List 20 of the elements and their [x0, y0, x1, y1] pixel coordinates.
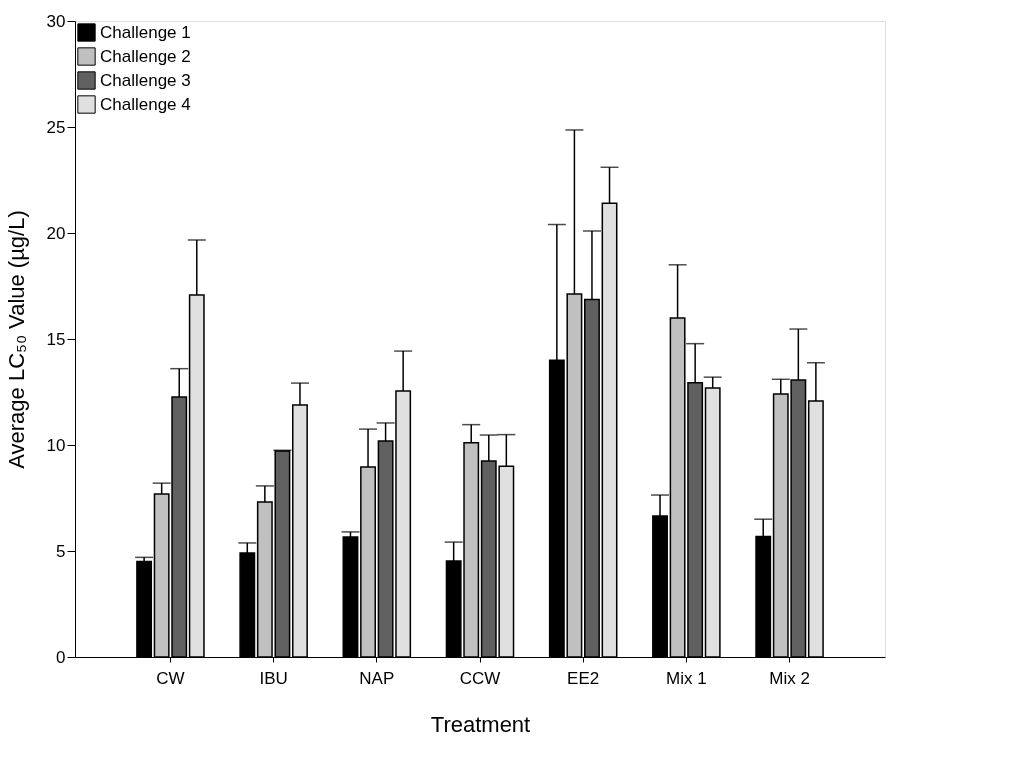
- y-tick-label: 5: [56, 541, 66, 561]
- legend-label: Challenge 1: [100, 22, 191, 42]
- y-tick-label: 30: [46, 11, 66, 31]
- x-tick-label: NAP: [359, 668, 395, 688]
- x-tick-label: IBU: [259, 668, 288, 688]
- y-axis-title: Average LC₅₀ Value (µg/L): [3, 210, 29, 469]
- legend-label: Challenge 3: [100, 70, 191, 90]
- legend-label: Challenge 4: [100, 94, 191, 114]
- x-tick-label: CW: [156, 668, 185, 688]
- legend-label: Challenge 2: [100, 46, 191, 66]
- y-tick-label: 25: [46, 117, 66, 137]
- x-tick-label: Mix 2: [769, 668, 810, 688]
- y-tick-label: 15: [46, 329, 66, 349]
- y-tick-label: 0: [56, 647, 66, 667]
- x-tick-label: CCW: [459, 668, 501, 688]
- y-tick-label: 10: [46, 435, 66, 455]
- x-tick-label: EE2: [567, 668, 600, 688]
- x-tick-label: Mix 1: [666, 668, 707, 688]
- x-axis-title: Treatment: [430, 711, 531, 737]
- y-tick-label: 20: [46, 223, 66, 243]
